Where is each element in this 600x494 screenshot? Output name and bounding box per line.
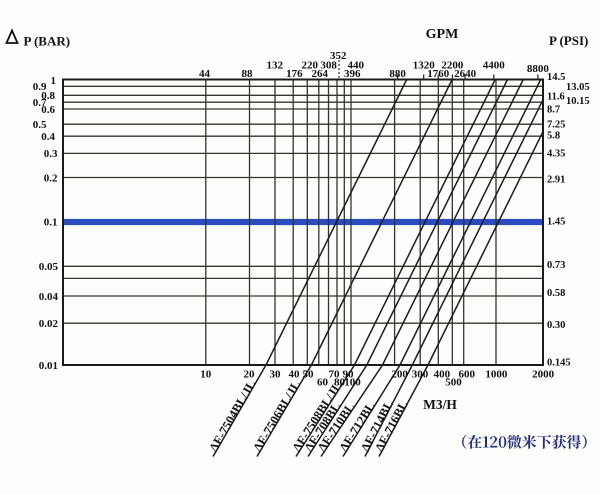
svg-text:0.30: 0.30: [547, 320, 565, 331]
svg-text:176: 176: [286, 68, 303, 80]
svg-text:1760: 1760: [427, 68, 450, 80]
svg-text:0.02: 0.02: [39, 318, 59, 330]
svg-text:0.1: 0.1: [44, 217, 58, 229]
svg-text:1320: 1320: [413, 60, 436, 72]
svg-text:396: 396: [344, 68, 361, 80]
svg-text:90: 90: [343, 369, 355, 381]
svg-text:1000: 1000: [485, 369, 508, 381]
svg-text:0.58: 0.58: [547, 288, 565, 299]
svg-text:2000: 2000: [532, 369, 555, 381]
svg-text:P (PSI): P (PSI): [549, 33, 588, 48]
svg-text:14.5: 14.5: [547, 72, 565, 83]
svg-text:0.5: 0.5: [33, 119, 47, 131]
svg-text:220: 220: [301, 60, 318, 72]
svg-text:0.04: 0.04: [39, 291, 59, 303]
svg-text:4400: 4400: [483, 60, 506, 72]
svg-text:0.145: 0.145: [547, 357, 571, 368]
svg-text:50: 50: [303, 369, 315, 381]
svg-text:264: 264: [312, 68, 329, 80]
svg-text:132: 132: [267, 60, 284, 72]
svg-text:30: 30: [270, 369, 282, 381]
svg-text:80: 80: [334, 377, 346, 389]
svg-text:500: 500: [445, 377, 462, 389]
svg-text:11.6: 11.6: [547, 92, 565, 103]
svg-text:10.15: 10.15: [566, 96, 590, 107]
svg-text:10: 10: [200, 369, 212, 381]
svg-text:440: 440: [348, 60, 365, 72]
svg-text:8800: 8800: [527, 63, 550, 75]
svg-text:40: 40: [289, 369, 301, 381]
svg-text:1: 1: [51, 75, 57, 87]
svg-text:0.73: 0.73: [547, 260, 565, 271]
svg-text:0.4: 0.4: [41, 131, 55, 143]
svg-text:0.9: 0.9: [33, 81, 47, 93]
svg-text:0.01: 0.01: [39, 360, 58, 372]
svg-text:70: 70: [329, 369, 341, 381]
svg-text:0.7: 0.7: [33, 97, 47, 109]
svg-text:0.2: 0.2: [44, 172, 58, 184]
svg-text:60: 60: [317, 377, 329, 389]
svg-text:20: 20: [244, 369, 256, 381]
svg-text:600: 600: [458, 369, 475, 381]
svg-text:0.6: 0.6: [41, 104, 55, 116]
svg-text:44: 44: [199, 68, 211, 80]
svg-text:2.91: 2.91: [547, 175, 565, 186]
svg-text:352: 352: [330, 50, 347, 62]
svg-text:88: 88: [242, 68, 254, 80]
svg-text:7.25: 7.25: [547, 119, 565, 130]
svg-text:4.35: 4.35: [547, 149, 565, 160]
svg-text:0.05: 0.05: [39, 261, 59, 273]
svg-text:P (BAR): P (BAR): [24, 34, 71, 49]
svg-text:13.05: 13.05: [566, 82, 590, 93]
svg-text:300: 300: [412, 369, 429, 381]
svg-text:400: 400: [434, 369, 451, 381]
svg-text:100: 100: [344, 377, 361, 389]
svg-text:2200: 2200: [441, 60, 464, 72]
svg-text:M3/H: M3/H: [423, 397, 457, 412]
svg-text:308: 308: [320, 60, 337, 72]
svg-text:880: 880: [389, 68, 406, 80]
svg-text:5.8: 5.8: [547, 130, 560, 141]
svg-text:0.3: 0.3: [44, 148, 58, 160]
svg-text:200: 200: [391, 369, 408, 381]
svg-text:GPM: GPM: [426, 27, 459, 42]
svg-text:0.8: 0.8: [41, 90, 55, 102]
svg-text:1.45: 1.45: [547, 217, 565, 228]
svg-text:2640: 2640: [454, 68, 477, 80]
svg-text:8.7: 8.7: [547, 104, 560, 115]
